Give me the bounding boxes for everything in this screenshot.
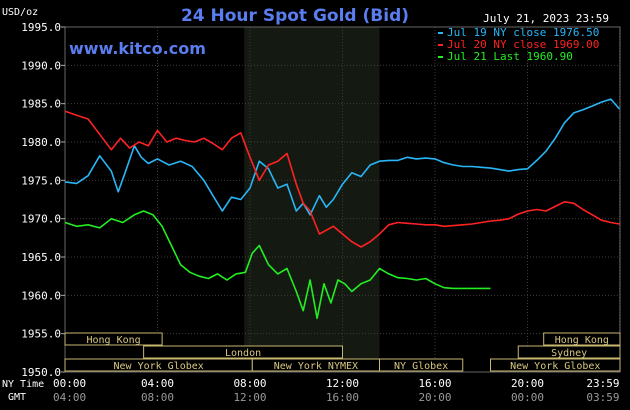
ny-session-highlight [244, 27, 380, 372]
y-tick-label: 1995.0 [21, 21, 61, 34]
session-box [143, 345, 343, 359]
legend-entry: Jul 21 Last 1960.90 [447, 50, 573, 63]
y-tick-label: 1955.0 [21, 328, 61, 341]
x-tick-label-ny: 00:00 [53, 377, 86, 390]
x-tick-label-gmt: 20:00 [418, 391, 451, 404]
series-layer [64, 98, 621, 320]
x-tick-label-ny: 12:00 [326, 377, 359, 390]
session-bar: Hong Kong [543, 332, 621, 346]
session-bar: London [143, 345, 343, 359]
session-label: New York NYMEX [274, 361, 358, 372]
session-label: New York Globex [114, 361, 204, 372]
x-tick-label-gmt: 16:00 [326, 391, 359, 404]
legend-entry: Jul 20 NY close 1969.00 [447, 38, 599, 51]
session-bar: NY Globex [379, 358, 464, 372]
y-tick-label: 1960.0 [21, 289, 61, 302]
x-tick-label-gmt: 00:00 [511, 391, 544, 404]
gmt-label: GMT [8, 392, 26, 403]
y-tick-label: 1985.0 [21, 98, 61, 111]
y-tick-label: 1975.0 [21, 174, 61, 187]
y-tick-label: 1950.0 [21, 366, 61, 379]
y-tick-label: 1965.0 [21, 251, 61, 264]
session-bar: New York Globex [64, 358, 253, 372]
session-box [543, 332, 621, 346]
y-axis-unit-label: USD/oz [2, 7, 38, 18]
series-line-1 [64, 98, 621, 216]
session-bar: New York Globex [490, 358, 621, 372]
series-line-2 [64, 110, 620, 248]
session-bar: Sydney [517, 345, 621, 359]
website-label: www.kitco.com [69, 39, 206, 58]
session-label: London [225, 348, 261, 359]
session-bar: New York NYMEX [251, 358, 380, 372]
session-bar: Hong Kong [64, 332, 163, 346]
x-tick-label-ny: 23:59 [586, 377, 619, 390]
session-label: New York Globex [510, 361, 600, 372]
x-tick-label-gmt: 04:00 [53, 391, 86, 404]
session-box [379, 358, 464, 372]
x-tick-label-ny: 20:00 [511, 377, 544, 390]
x-axis: 00:0004:0004:0008:0008:0012:0012:0016:00… [53, 377, 620, 404]
y-tick-label: 1970.0 [21, 213, 61, 226]
series-line-3 [64, 210, 491, 320]
legend-swatch [438, 44, 443, 46]
x-tick-label-gmt: 08:00 [141, 391, 174, 404]
session-label: Hong Kong [86, 335, 140, 346]
session-label: Hong Kong [555, 335, 609, 346]
session-box [490, 358, 621, 372]
ny-time-label: NY Time [2, 379, 44, 390]
timestamp-label: July 21, 2023 23:59 [483, 12, 609, 25]
grid-lines [64, 26, 621, 373]
session-label: Sydney [551, 348, 587, 359]
x-tick-label-ny: 16:00 [418, 377, 451, 390]
session-box [517, 345, 621, 359]
session-label: NY Globex [394, 361, 448, 372]
legend-swatch [438, 32, 443, 34]
legend-entry: Jul 19 NY close 1976.50 [447, 26, 599, 39]
x-tick-label-ny: 04:00 [141, 377, 174, 390]
x-tick-label-ny: 08:00 [233, 377, 266, 390]
x-tick-label-gmt: 03:59 [586, 391, 619, 404]
x-tick-label-gmt: 12:00 [233, 391, 266, 404]
plot-border [64, 26, 621, 373]
market-sessions: Hong Kong London New York Globex New York N… [64, 332, 621, 372]
chart-title: 24 Hour Spot Gold (Bid) [181, 6, 409, 26]
session-box [64, 332, 163, 346]
y-tick-label: 1990.0 [21, 59, 61, 72]
y-axis: 1995.0 1990.0 1985.0 1980.0 1975.0 1970.0 1965… [21, 21, 65, 379]
y-tick-label: 1980.0 [21, 136, 61, 149]
legend-swatch [438, 56, 443, 58]
